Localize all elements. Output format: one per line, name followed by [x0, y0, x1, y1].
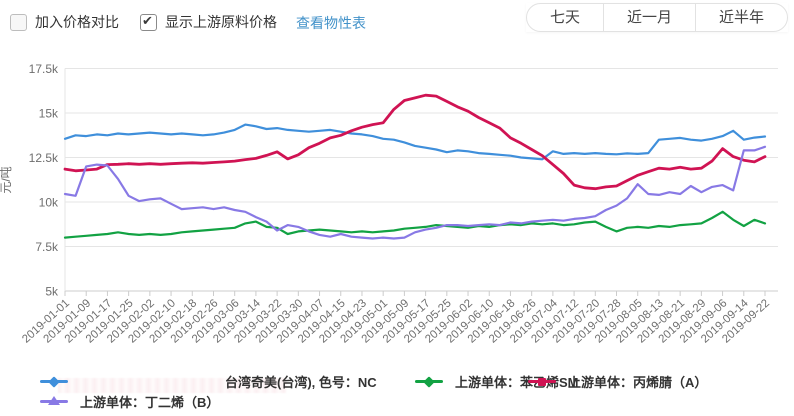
legend-item-sm[interactable]: 上游单体：苯乙烯SM: [415, 373, 579, 390]
square-marker-icon: [528, 373, 556, 389]
range-button-7d[interactable]: 七天: [525, 3, 604, 32]
series-line-bd[interactable]: [63, 145, 767, 240]
upstream-checkbox[interactable]: [140, 13, 157, 31]
triangle-marker-icon: [40, 393, 68, 409]
range-button-6m[interactable]: 近半年: [694, 3, 788, 32]
legend-label-sm: 上游单体：苯乙烯SM: [455, 374, 579, 390]
legend-item-bd[interactable]: 上游单体：丁二烯（B）: [40, 393, 220, 410]
range-button-group: 七天 近一月 近半年: [525, 3, 788, 32]
legend-label-an: 上游单体：丙烯腈（A）: [568, 374, 708, 390]
compare-checkbox-row[interactable]: 加入价格对比: [10, 12, 119, 32]
y-tick-label: 12.5k: [29, 151, 59, 165]
price-trend-chart[interactable]: 17.5k15k12.5k10k7.5k5k元/吨2019-01-012019-…: [0, 0, 794, 370]
range-button-1m[interactable]: 近一月: [602, 3, 696, 32]
legend-item-nc[interactable]: 台湾奇美(台湾), 色号：NC: [40, 373, 377, 390]
y-tick-label: 17.5k: [29, 62, 59, 76]
y-tick-label: 5k: [45, 285, 59, 299]
diamond-marker-icon: [415, 373, 443, 389]
legend-item-an[interactable]: 上游单体：丙烯腈（A）: [528, 373, 708, 390]
upstream-checkbox-label: 显示上游原料价格: [165, 14, 277, 30]
diamond-marker-icon: [40, 373, 68, 389]
toolbar: 加入价格对比 显示上游原料价格 查看物性表 七天 近一月 近半年: [0, 0, 794, 36]
series-line-nc[interactable]: [63, 123, 767, 161]
legend-label-nc: 台湾奇美(台湾), 色号：NC: [225, 374, 377, 390]
series-line-an[interactable]: [63, 93, 767, 191]
y-tick-label: 10k: [39, 196, 59, 210]
upstream-checkbox-row[interactable]: 显示上游原料价格: [140, 12, 277, 32]
y-tick-label: 15k: [39, 107, 59, 121]
chart-legend: 台湾奇美(台湾), 色号：NC 上游单体：苯乙烯SM 上游单体：丙烯腈（A） 上游单体…: [0, 370, 794, 416]
compare-checkbox-label: 加入价格对比: [35, 14, 119, 30]
properties-table-link[interactable]: 查看物性表: [296, 15, 366, 31]
series-line-sm[interactable]: [63, 210, 767, 239]
y-axis-title: 元/吨: [0, 166, 13, 193]
compare-checkbox[interactable]: [10, 13, 27, 31]
legend-label-bd: 上游单体：丁二烯（B）: [80, 394, 220, 410]
y-tick-label: 7.5k: [35, 240, 59, 254]
